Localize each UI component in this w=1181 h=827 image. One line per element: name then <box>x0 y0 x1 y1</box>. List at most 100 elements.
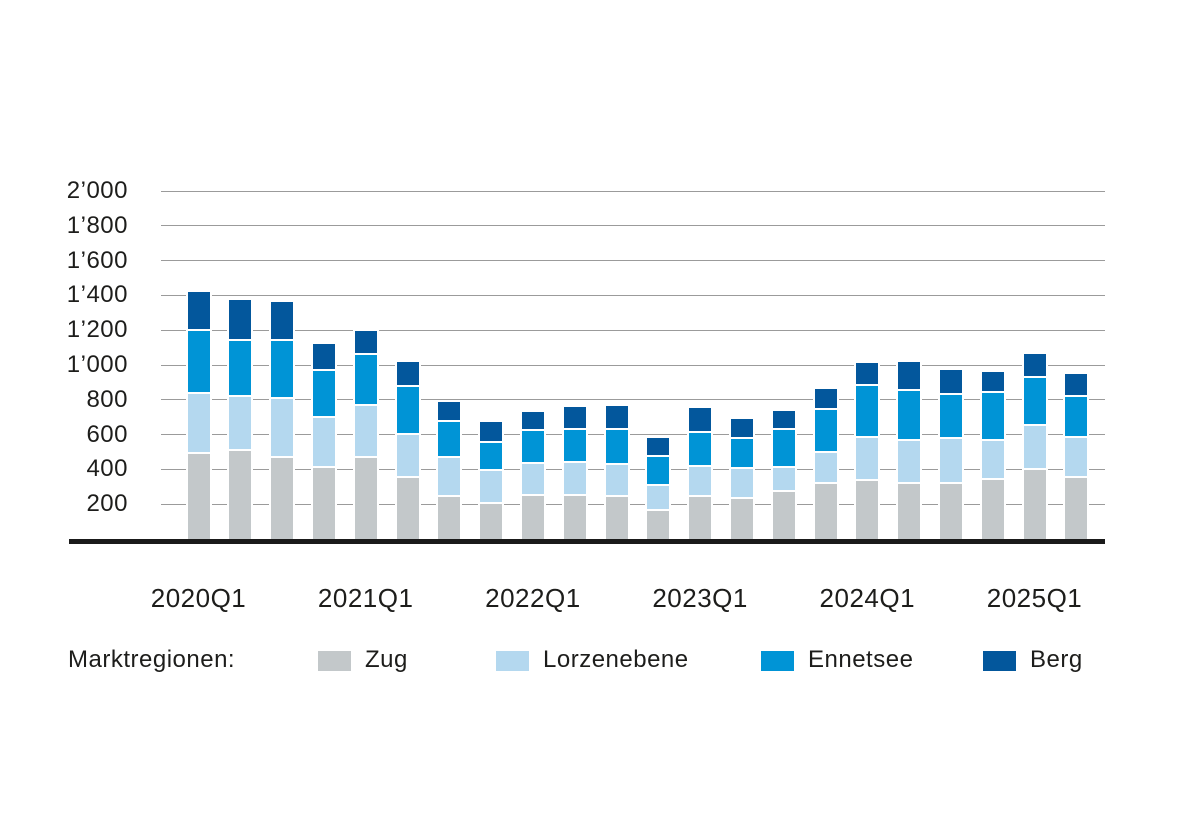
bar-segment-lorzenebene <box>814 451 837 482</box>
bar-segment-ennetsee <box>772 427 795 466</box>
bar-segment-ennetsee <box>1065 395 1088 437</box>
bar-segment-berg <box>438 402 461 420</box>
bar-segment-ennetsee <box>689 431 712 466</box>
x-tick-label: 2023Q1 <box>652 583 748 613</box>
bar-segment-zug <box>312 465 335 539</box>
stacked-bar <box>269 300 296 541</box>
stacked-bar <box>896 360 923 541</box>
stacked-bar <box>770 409 797 541</box>
bar-segment-lorzenebene <box>1023 424 1046 468</box>
stacked-bar <box>227 297 254 542</box>
bar-segment-ennetsee <box>563 427 586 461</box>
stacked-bar <box>352 329 379 541</box>
bar-segment-lorzenebene <box>480 469 503 503</box>
bar-segment-berg <box>730 418 753 438</box>
bar-segment-lorzenebene <box>856 436 879 479</box>
y-tick-label: 600 <box>86 420 128 448</box>
y-tick-label: 1’200 <box>66 316 128 344</box>
bar-segment-ennetsee <box>187 329 210 392</box>
bar-segment-berg <box>856 363 879 385</box>
bar-segment-zug <box>187 451 210 539</box>
bar-segment-berg <box>981 371 1004 392</box>
bar-segment-berg <box>396 361 419 385</box>
bar-segment-zug <box>438 495 461 539</box>
bar-segment-lorzenebene <box>187 391 210 452</box>
bar-segment-zug <box>689 495 712 539</box>
bar-segment-lorzenebene <box>438 456 461 496</box>
bar-segment-zug <box>730 497 753 539</box>
bar-segment-zug <box>898 481 921 539</box>
bar-segment-lorzenebene <box>981 438 1004 479</box>
bar-segment-zug <box>647 509 670 539</box>
bar-segment-ennetsee <box>271 338 294 398</box>
x-tick-label: 2021Q1 <box>317 583 414 613</box>
bar-segment-berg <box>1023 353 1046 377</box>
bar-segment-ennetsee <box>605 428 628 464</box>
y-tick-label: 800 <box>86 385 128 413</box>
bar-segment-ennetsee <box>647 455 670 485</box>
bar-segment-ennetsee <box>814 408 837 452</box>
bar-segment-lorzenebene <box>939 437 962 482</box>
bar-segment-ennetsee <box>730 437 753 467</box>
legend-label-berg: Berg <box>1030 646 1083 673</box>
y-tick-label: 400 <box>86 455 128 483</box>
gridline <box>161 225 1105 227</box>
bar-segment-berg <box>271 302 294 339</box>
legend-swatch-zug <box>318 651 351 671</box>
bar-segment-zug <box>563 493 586 539</box>
bar-segment-ennetsee <box>1023 376 1046 425</box>
stacked-bar <box>1063 371 1090 541</box>
bar-segment-zug <box>229 448 252 539</box>
stacked-bar <box>436 400 463 541</box>
y-tick-label: 1’000 <box>66 351 128 378</box>
x-axis-line <box>69 539 1105 544</box>
stacked-bar <box>603 403 630 541</box>
bar-segment-lorzenebene <box>772 465 795 491</box>
legend-label-lorzenebene: Lorzenebene <box>543 646 689 673</box>
legend-swatch-ennetsee <box>761 651 794 671</box>
bar-segment-ennetsee <box>981 391 1004 439</box>
gridline <box>161 434 1105 436</box>
bar-segment-ennetsee <box>312 369 335 417</box>
x-tick-label: 2024Q1 <box>819 583 916 613</box>
gridline <box>161 329 1105 331</box>
bar-segment-lorzenebene <box>730 466 753 498</box>
y-tick-label: 1’800 <box>66 211 128 239</box>
bar-segment-lorzenebene <box>898 438 921 482</box>
bar-segment-zug <box>480 502 503 539</box>
x-tick-label: 2025Q1 <box>986 583 1083 613</box>
bar-segment-berg <box>772 411 795 428</box>
stacked-bar <box>812 387 839 541</box>
bar-segment-lorzenebene <box>354 404 377 457</box>
bar-segment-ennetsee <box>354 352 377 405</box>
stacked-bar <box>310 342 337 541</box>
bar-segment-lorzenebene <box>605 463 628 496</box>
stacked-bar <box>979 369 1006 541</box>
bar-segment-berg <box>898 362 921 390</box>
legend-label-ennetsee: Ennetsee <box>808 646 914 673</box>
legend-title: Marktregionen: <box>68 646 236 673</box>
bar-segment-berg <box>814 389 837 409</box>
stacked-bar <box>645 436 672 541</box>
bar-segment-zug <box>605 495 628 539</box>
bar-segment-berg <box>312 344 335 370</box>
gridline <box>161 364 1105 366</box>
gridline <box>161 260 1105 262</box>
gridline <box>161 399 1105 401</box>
stacked-bar <box>561 404 588 541</box>
bar-segment-berg <box>480 422 503 441</box>
bar-segment-berg <box>229 299 252 339</box>
bar-segment-ennetsee <box>229 338 252 395</box>
bar-segment-zug <box>856 478 879 539</box>
bar-segment-lorzenebene <box>312 416 335 466</box>
y-tick-label: 200 <box>86 490 128 518</box>
bar-segment-berg <box>563 406 586 428</box>
bar-segment-ennetsee <box>898 389 921 439</box>
gridline <box>161 503 1105 505</box>
bar-segment-berg <box>605 405 628 429</box>
bar-segment-zug <box>1065 476 1088 539</box>
bar-segment-lorzenebene <box>271 397 294 457</box>
bar-segment-berg <box>647 438 670 456</box>
stacked-bar <box>728 416 755 541</box>
gridline <box>161 190 1105 192</box>
